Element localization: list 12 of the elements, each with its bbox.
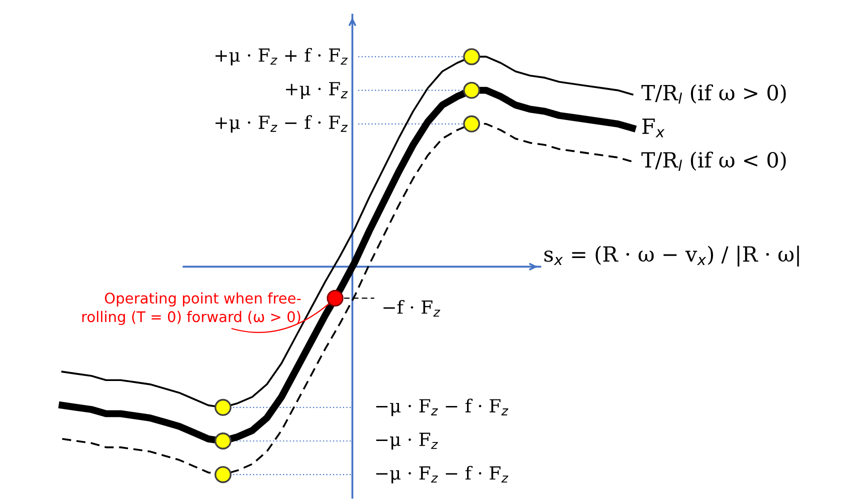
series-label: T/R$_{l}$ (if ω < 0): [641, 152, 786, 171]
ref-line-label: −f · F$_{z}$: [384, 300, 440, 317]
ref-line-label: +μ · F$_{z}$ − f · F$_{z}$: [216, 115, 348, 133]
annotation: Operating point when free- rolling (T = 0) forward (ω > 0): [82, 292, 301, 326]
x-axis-title: s$_{x}$ = (R · ω − v$_{x}$) / |R · ω|: [544, 246, 799, 267]
series-label: T/R$_{l}$ (if ω > 0): [641, 84, 786, 104]
ref-line-label: −μ · F$_{z}$ − f · F$_{z}$: [376, 398, 508, 416]
ref-line-label: +μ · F$_{z}$ + f · F$_{z}$: [216, 48, 348, 66]
ref-line-label: −μ · F$_{z}$: [376, 432, 438, 450]
ref-line-label: −μ · F$_{z}$ − f · F$_{z}$: [376, 466, 508, 484]
series-label: F$_{x}$: [642, 118, 665, 138]
ref-line-label: +μ · F$_{z}$: [286, 82, 348, 99]
